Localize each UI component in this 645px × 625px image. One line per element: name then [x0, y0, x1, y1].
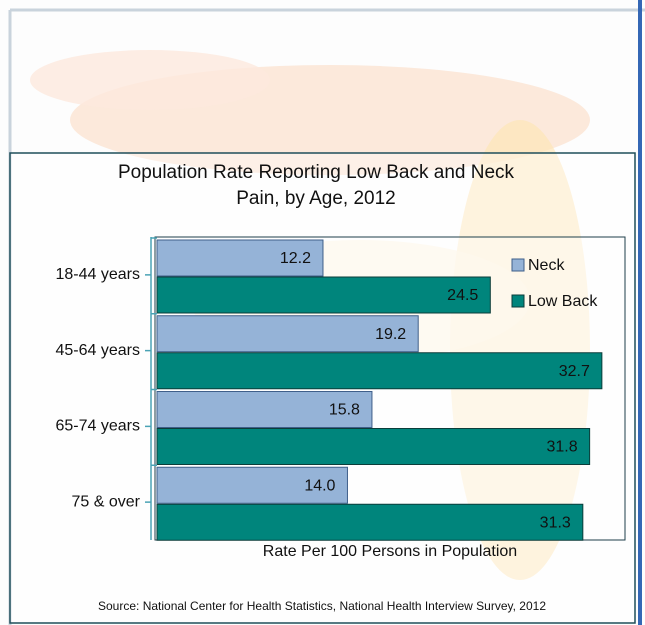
legend-swatch [511, 258, 525, 272]
data-label: 31.3 [540, 514, 571, 531]
chart-title: Population Rate Reporting Low Back and N… [117, 162, 515, 209]
y-tick-label: 45-64 years [56, 342, 141, 359]
data-label: 31.8 [546, 439, 577, 456]
bar [156, 276, 491, 314]
legend-label: Low Back [528, 293, 598, 310]
legend-swatch [511, 294, 525, 308]
data-label: 12.2 [280, 250, 311, 267]
bar [156, 428, 591, 465]
source: Source: National Center for Health Stati… [98, 599, 546, 613]
bar [156, 239, 324, 277]
data-label: 19.2 [375, 326, 406, 343]
bar [156, 466, 348, 504]
x-axis-label: Rate Per 100 Persons in Population [263, 543, 517, 560]
data-label: 15.8 [329, 402, 360, 419]
bar [156, 315, 419, 353]
data-label: 32.7 [559, 363, 590, 380]
data-label: 14.0 [304, 477, 335, 494]
bar [156, 352, 603, 390]
bar [156, 503, 584, 541]
y-tick-label: 75 & over [72, 493, 141, 510]
y-tick-label: 65-74 years [56, 418, 141, 435]
y-tick-label: 18-44 years [56, 266, 141, 283]
data-label: 24.5 [447, 287, 478, 304]
legend-label: Neck [528, 257, 565, 274]
bar [156, 391, 373, 428]
